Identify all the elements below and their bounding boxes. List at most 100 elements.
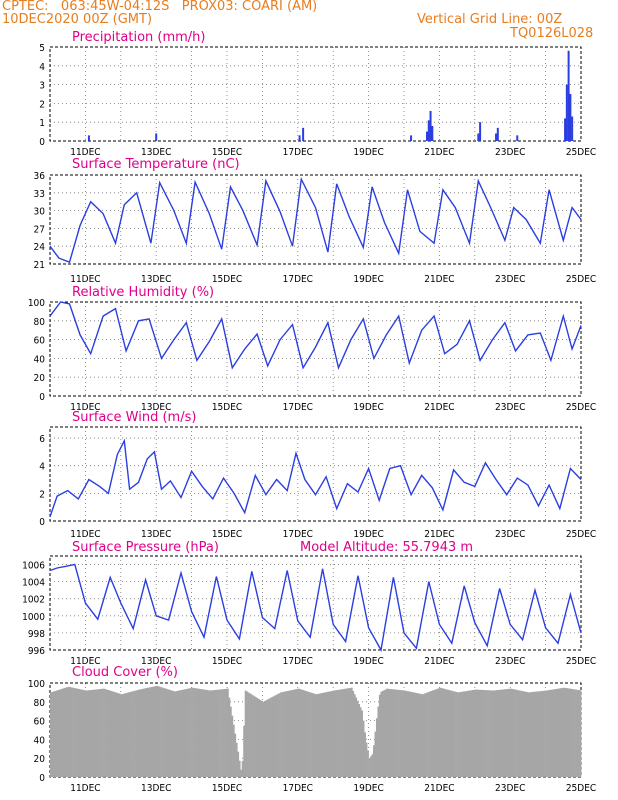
cloud-bar	[73, 688, 76, 777]
cloud-bar	[349, 687, 352, 777]
cloud-bar	[362, 720, 365, 777]
cloud-bar	[249, 693, 251, 777]
humidity-title: Relative Humidity (%)	[72, 285, 214, 300]
cloud-bar	[178, 690, 181, 777]
cloud-bar	[175, 691, 178, 777]
cloud-bar	[578, 690, 580, 777]
cloud-bar	[452, 691, 455, 777]
cloud-bar	[132, 691, 135, 777]
cloud-bar	[70, 687, 73, 777]
cloud-bar	[356, 700, 359, 777]
cloud-bar	[505, 689, 508, 777]
cloud-bar	[85, 690, 88, 777]
cloud-bar	[359, 707, 362, 777]
cloud-bar	[52, 691, 55, 777]
cloud-bar	[110, 690, 113, 777]
temperature-ytick-label: 27	[34, 224, 45, 235]
cloud-bar	[412, 692, 415, 777]
wind-series-line	[49, 438, 582, 518]
precipitation-xtick-label: 17DEC	[283, 147, 313, 158]
cloud-bar	[150, 687, 153, 777]
cloud-bar	[194, 688, 197, 777]
cloud-bar	[131, 691, 133, 777]
cloud-bar	[300, 689, 303, 777]
cloud-bar	[468, 690, 471, 777]
humidity-xtick-label: 25DEC	[566, 402, 596, 413]
cloud-bar	[271, 697, 274, 777]
cloud-bar	[343, 688, 346, 777]
cloud-bar	[100, 688, 102, 777]
cloud-bar	[228, 697, 231, 777]
cloud-bar	[190, 688, 192, 777]
precipitation-ytick-label: 3	[39, 81, 45, 92]
cloud-bar	[483, 690, 486, 777]
humidity-xtick-label: 15DEC	[212, 402, 242, 413]
cloud-bar	[116, 692, 119, 777]
cloud-bar	[467, 690, 470, 777]
wind-ytick-label: 2	[39, 489, 45, 500]
cloud-bar	[141, 688, 144, 777]
cloud-bar	[482, 689, 484, 777]
cloud-bar	[404, 690, 406, 777]
cloud-bar	[54, 690, 57, 777]
cloud-bar	[418, 693, 421, 777]
cloud-xtick-label: 17DEC	[283, 783, 313, 794]
cloud-bar	[386, 688, 389, 777]
cloud-bar	[144, 688, 147, 777]
cloud-bar	[508, 688, 511, 777]
cloud-bar	[109, 690, 111, 777]
cloud-bar	[197, 688, 200, 777]
cloud-bar	[569, 688, 571, 777]
cloud-bar	[98, 689, 101, 777]
cloud-bar	[290, 690, 293, 777]
cloud-bar	[408, 691, 411, 777]
wind-xtick-label: 15DEC	[212, 529, 242, 540]
temperature-ytick-label: 33	[34, 189, 45, 200]
cloud-bar	[527, 692, 530, 777]
cloud-bar	[492, 690, 495, 777]
cloud-bar	[392, 689, 394, 777]
cloud-bar	[368, 758, 371, 777]
precipitation-bar	[427, 120, 430, 141]
temperature-xtick-label: 21DEC	[424, 274, 454, 285]
humidity-xtick-label: 21DEC	[424, 402, 454, 413]
cloud-bar	[480, 689, 483, 777]
cloud-bar	[522, 691, 524, 777]
cloud-bar	[451, 690, 453, 777]
wind-xtick-label: 11DEC	[70, 529, 100, 540]
precipitation-ytick-label: 4	[39, 62, 45, 73]
precipitation-bar	[298, 135, 301, 141]
cloud-bar	[476, 689, 479, 777]
cloud-bar	[535, 691, 538, 777]
cloud-bar	[188, 688, 191, 777]
cloud-bar	[460, 691, 462, 777]
cloud-bar	[142, 688, 145, 777]
precipitation-ytick-label: 5	[39, 43, 45, 54]
header-station: CPTEC: 063:45W-04:12S PROX03: COARI (AM)	[2, 0, 318, 14]
wind-ytick-label: 4	[39, 462, 45, 473]
pressure-xtick-label: 11DEC	[70, 656, 100, 667]
cloud-bar	[170, 690, 173, 777]
cloud-bar	[516, 689, 518, 777]
cloud-bar	[129, 691, 132, 777]
cloud-bar	[433, 689, 436, 777]
cloud-bar	[156, 685, 158, 777]
cloud-bar	[322, 692, 325, 777]
cloud-bar	[222, 689, 225, 777]
pressure-xtick-label: 15DEC	[212, 656, 242, 667]
cloud-bar	[365, 742, 368, 777]
cloud-bar	[443, 688, 446, 777]
humidity-series-line	[49, 301, 582, 370]
cloud-bar	[203, 689, 206, 777]
humidity-ytick-label: 0	[39, 392, 45, 403]
cloud-bar	[398, 689, 400, 777]
temperature-ytick-label: 21	[34, 260, 45, 271]
cloud-bar	[176, 690, 179, 777]
cloud-bar	[89, 690, 92, 777]
wind-title: Surface Wind (m/s)	[72, 410, 196, 425]
precipitation-bar	[431, 125, 434, 141]
cloud-ytick-label: 0	[39, 773, 45, 784]
cloud-bar	[364, 732, 366, 777]
cloud-bar	[119, 693, 122, 777]
cloud-bar	[491, 690, 493, 777]
